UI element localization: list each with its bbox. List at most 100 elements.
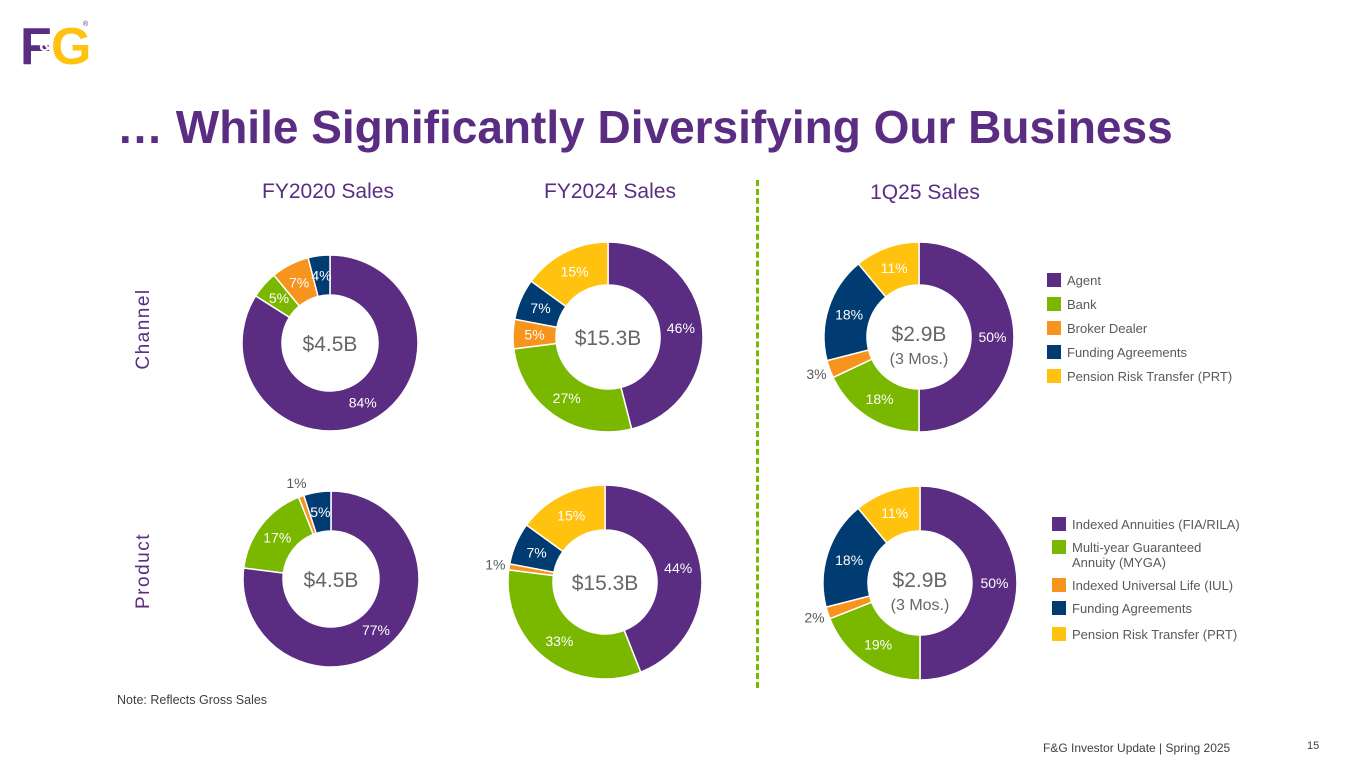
slice-label: 46%	[667, 320, 695, 336]
legend-label: Broker Dealer	[1067, 321, 1148, 336]
center-period-label: (3 Mos.)	[890, 351, 949, 368]
donut-channel-1q25: 50% 18% 3% 18% 11% $2.9B (3 Mos.)	[806, 241, 1015, 433]
legend-swatch	[1052, 540, 1066, 554]
donut-product-fy2020: 77% 17% 1%5% $4.5B	[242, 475, 420, 668]
page-title: … While Significantly Diversifying Our B…	[117, 101, 1173, 153]
page-number: 15	[1307, 740, 1320, 752]
legend-label: Indexed Annuities (FIA/RILA)	[1072, 517, 1240, 532]
slice-label: 5%	[310, 504, 330, 520]
logo-g: G	[51, 18, 90, 68]
slice-label: 19%	[864, 637, 892, 653]
slice-label: 3%	[806, 366, 826, 382]
legend-item-prt: Pension Risk Transfer (PRT)	[1047, 369, 1232, 384]
center-total-label: $15.3B	[572, 572, 639, 595]
slice-label: 7%	[289, 274, 309, 290]
slice-label: 84%	[349, 395, 377, 411]
slice-label: 18%	[866, 391, 894, 407]
legend-swatch	[1047, 273, 1061, 287]
slice-label: 1%	[286, 475, 306, 491]
column-heading-1q25: 1Q25 Sales	[870, 181, 980, 204]
donut-product-fy2024: 44% 33% 1% 7% 15% $15.3B	[485, 484, 703, 680]
slice-agent	[241, 254, 419, 432]
slice-label: 1%	[485, 557, 505, 573]
slice-label: 50%	[980, 575, 1008, 591]
legend-label: Agent	[1067, 273, 1101, 288]
legend-swatch	[1047, 345, 1061, 359]
donut-channel-fy2020: 84% 5%7% 4% $4.5B	[241, 254, 419, 432]
footer-text: F&G Investor Update | Spring 2025	[1043, 741, 1231, 755]
column-heading-fy2024: FY2024 Sales	[544, 180, 676, 203]
slice-label: 5%	[524, 327, 544, 343]
donut-channel-fy2024: 46% 27% 5% 7% 15% $15.3B	[512, 241, 704, 433]
logo-f: F	[20, 18, 52, 68]
legend-item-broker-dealer: Broker Dealer	[1047, 321, 1232, 336]
legend-label: Indexed Universal Life (IUL)	[1072, 578, 1234, 593]
legend-label: Funding Agreements	[1067, 345, 1187, 360]
legend-item-prt: Pension Risk Transfer (PRT)	[1052, 627, 1252, 642]
center-total-label: $2.9B	[892, 323, 947, 346]
slice-label: 11%	[881, 260, 908, 276]
legend-swatch	[1047, 369, 1061, 383]
slice-label: 15%	[557, 508, 585, 524]
legend-swatch	[1052, 601, 1066, 615]
legend-item-indexed-annuities: Indexed Annuities (FIA/RILA)	[1052, 517, 1252, 532]
legend-label: Pension Risk Transfer (PRT)	[1072, 627, 1238, 642]
legend-item-myga: Multi-year Guaranteed Annuity (MYGA)	[1052, 540, 1232, 570]
legend-swatch	[1052, 517, 1066, 531]
slice-label: 7%	[530, 300, 550, 316]
donut-product-1q25: 50% 19% 2% 18% 11% $2.9B (3 Mos.)	[804, 485, 1018, 681]
legend-swatch	[1047, 321, 1061, 335]
slice-multi-year-guaranteed-annuity-myga	[507, 569, 642, 680]
legend-item-funding-agreements: Funding Agreements	[1052, 601, 1252, 616]
slice-label: 44%	[664, 560, 692, 576]
logo-ampersand: &	[39, 34, 53, 56]
slice-label: 77%	[362, 622, 390, 638]
slice-label: 4%	[311, 268, 331, 284]
legend-swatch	[1047, 297, 1061, 311]
slice-label: 50%	[978, 329, 1006, 345]
slice-label: 17%	[263, 529, 291, 545]
slice-agent	[918, 241, 1015, 433]
legend-label: Funding Agreements	[1072, 601, 1192, 616]
legend-item-funding-agreements: Funding Agreements	[1047, 345, 1232, 360]
slice-label: 2%	[804, 609, 824, 625]
row-label-channel: Channel	[133, 288, 154, 370]
center-total-label: $4.5B	[304, 569, 359, 592]
slice-label: 18%	[835, 552, 863, 568]
slice-pension-risk-transfer-prt	[530, 241, 609, 308]
center-total-label: $4.5B	[303, 333, 358, 356]
slice-label: 15%	[561, 264, 589, 280]
legend-label: Pension Risk Transfer (PRT)	[1067, 369, 1233, 384]
slice-label: 11%	[881, 505, 908, 521]
fg-logo-mark: F G & ®	[20, 18, 91, 76]
legend-swatch	[1052, 627, 1066, 641]
legend-item-bank: Bank	[1047, 297, 1232, 312]
slice-label: 33%	[545, 633, 573, 649]
slice-indexed-annuities-fia-rila	[919, 485, 1018, 681]
slice-funding-agreements	[302, 490, 332, 535]
slice-pension-risk-transfer-prt	[525, 484, 606, 553]
slice-agent	[607, 241, 704, 430]
center-total-label: $15.3B	[575, 327, 642, 350]
period-divider	[756, 180, 759, 688]
logo-registered: ®	[83, 20, 89, 28]
slice-label: 18%	[835, 306, 863, 322]
slice-label: 27%	[553, 390, 581, 406]
legend-swatch	[1052, 578, 1066, 592]
slice-indexed-annuities-fia-rila	[242, 490, 420, 668]
center-total-label: $2.9B	[893, 569, 948, 592]
slice-pension-risk-transfer-prt	[857, 241, 920, 298]
legend-product: Indexed Annuities (FIA/RILA) Multi-year …	[1052, 517, 1252, 642]
center-period-label: (3 Mos.)	[891, 597, 950, 614]
slice-pension-risk-transfer-prt	[857, 485, 921, 544]
slice-funding-agreements	[307, 254, 331, 298]
slice-bank	[512, 342, 633, 433]
legend-label: Multi-year Guaranteed Annuity (MYGA)	[1072, 540, 1202, 570]
slice-label: 5%	[269, 290, 289, 306]
row-label-product: Product	[133, 533, 154, 609]
legend-label: Bank	[1067, 297, 1097, 312]
slice-indexed-annuities-fia-rila	[604, 484, 703, 674]
footnote: Note: Reflects Gross Sales	[117, 693, 268, 707]
fg-logo: F G & ®	[20, 18, 91, 76]
legend-item-iul: Indexed Universal Life (IUL)	[1052, 578, 1252, 593]
